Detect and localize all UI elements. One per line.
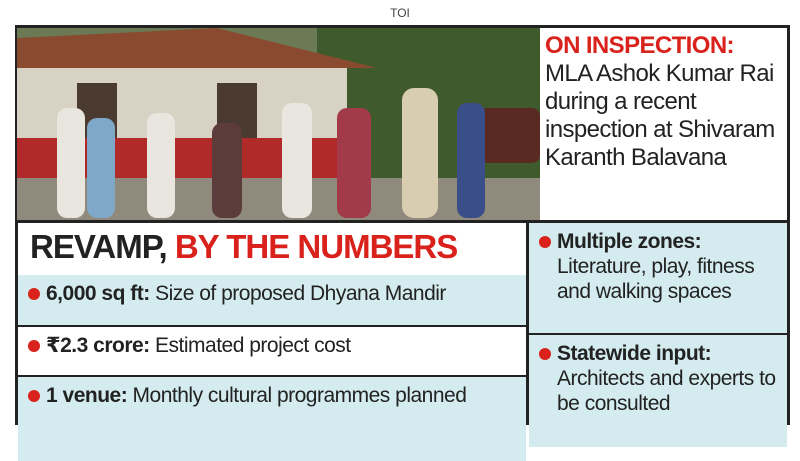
divider (18, 220, 788, 223)
photo (17, 28, 540, 220)
item-text: Size of proposed Dhyana Mandir (155, 282, 446, 305)
divider (529, 333, 787, 335)
heading-part: REVAMP, (30, 228, 168, 265)
list-item: 6,000 sq ft: Size of proposed Dhyana Man… (18, 275, 526, 325)
photo-caption: ON INSPECTION: MLA Ashok Kumar Rai durin… (545, 32, 785, 172)
item-label: ₹2.3 crore: (46, 334, 150, 357)
list-item: 1 venue: Monthly cultural programmes pla… (18, 377, 526, 461)
heading: REVAMP, BY THE NUMBERS (30, 228, 458, 266)
divider (526, 222, 529, 425)
caption-label: ON INSPECTION: (545, 32, 735, 59)
item-text: Architects and experts to be consulted (557, 367, 776, 415)
divider (18, 325, 526, 327)
item-label: 1 venue: (46, 384, 128, 407)
right-list: Multiple zones: Literature, play, fitnes… (529, 223, 787, 447)
page: TOI ON INSPECTION: MLA Ashok Kumar Rai d… (15, 6, 790, 461)
bullet (28, 340, 40, 352)
item-text: Literature, play, fitness and walking sp… (557, 255, 755, 303)
list-item: Multiple zones: Literature, play, fitnes… (529, 223, 787, 333)
item-label: 6,000 sq ft: (46, 282, 150, 305)
left-list: 6,000 sq ft: Size of proposed Dhyana Man… (18, 275, 526, 461)
bullet (539, 236, 551, 248)
bullet (539, 348, 551, 360)
item-label: Statewide input: (557, 342, 712, 365)
bullet (28, 390, 40, 402)
bullet (28, 288, 40, 300)
source-credit: TOI (390, 6, 410, 20)
item-text: Estimated project cost (155, 334, 351, 357)
heading-part: BY THE NUMBERS (174, 228, 458, 265)
item-text: Monthly cultural programmes planned (132, 384, 467, 407)
list-item: ₹2.3 crore: Estimated project cost (18, 327, 526, 375)
caption-text: MLA Ashok Kumar Rai during a recent insp… (545, 60, 775, 171)
item-label: Multiple zones: (557, 230, 702, 253)
list-item: Statewide input: Architects and experts … (529, 335, 787, 447)
divider (18, 375, 526, 377)
